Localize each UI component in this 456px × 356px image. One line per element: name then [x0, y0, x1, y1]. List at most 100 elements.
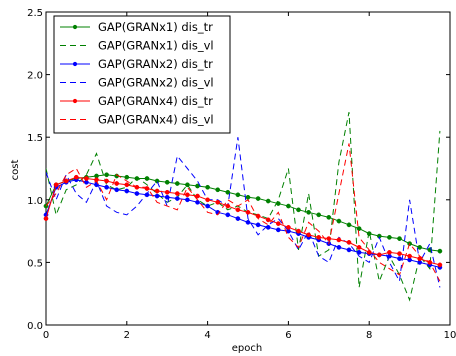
- data-point: [43, 216, 49, 221]
- series-lines: [43, 112, 443, 302]
- legend: GAP(GRANx1) dis_tr GAP(GRANx1) dis_vl GAP(…: [53, 15, 231, 134]
- data-point: [53, 182, 59, 188]
- data-point: [205, 197, 210, 203]
- series-line-4: [46, 137, 441, 288]
- data-point: [437, 262, 443, 268]
- data-point: [397, 251, 402, 256]
- data-point: [205, 203, 210, 209]
- data-point: [235, 207, 241, 213]
- data-point: [336, 237, 342, 243]
- data-point: [174, 181, 180, 186]
- y-tick-label: 2.5: [27, 8, 43, 19]
- data-point: [205, 184, 210, 190]
- data-point: [195, 199, 200, 205]
- data-point: [154, 188, 160, 194]
- legend-label: GAP(GRANx1) dis_tr: [98, 20, 213, 34]
- legend-label: GAP(GRANx4) dis_tr: [98, 94, 213, 108]
- x-tick-label: 10: [444, 330, 456, 341]
- data-point: [124, 174, 130, 180]
- data-point: [326, 214, 332, 220]
- data-point: [63, 178, 69, 184]
- data-point: [225, 212, 231, 218]
- legend-marker: [72, 98, 78, 104]
- data-point: [124, 182, 130, 188]
- data-point: [225, 189, 231, 195]
- data-point: [316, 235, 322, 240]
- data-point: [144, 192, 150, 198]
- data-point: [164, 179, 170, 185]
- data-point: [356, 245, 362, 250]
- series-line-6: [46, 143, 441, 282]
- legend-label: GAP(GRANx2) dis_vl: [98, 76, 214, 90]
- series-line-1: [46, 174, 440, 252]
- data-point: [265, 217, 271, 223]
- data-point: [84, 176, 89, 181]
- data-point: [346, 222, 352, 228]
- legend-marker: [72, 61, 78, 67]
- data-point: [225, 203, 231, 209]
- data-point: [255, 196, 261, 201]
- y-axis-label: cost: [10, 160, 21, 181]
- data-point: [255, 222, 261, 228]
- x-tick-label: 2: [124, 330, 130, 341]
- x-tick-label: 8: [366, 330, 372, 341]
- data-point: [407, 253, 412, 259]
- data-point: [356, 226, 362, 231]
- data-point: [73, 174, 79, 180]
- data-point: [124, 188, 130, 194]
- data-point: [376, 252, 382, 258]
- data-point: [104, 178, 109, 184]
- data-point: [215, 199, 221, 205]
- data-point: [235, 192, 241, 198]
- y-tick-label: 1.0: [27, 196, 43, 207]
- data-point: [245, 219, 251, 225]
- data-point: [346, 240, 352, 245]
- data-point: [265, 198, 271, 204]
- legend-label: GAP(GRANx1) dis_vl: [98, 39, 214, 53]
- data-point: [296, 207, 301, 213]
- legend-box: [53, 15, 231, 134]
- series-line-3: [46, 179, 441, 268]
- data-point: [286, 203, 291, 209]
- data-point: [316, 212, 322, 218]
- data-point: [336, 218, 342, 224]
- data-point: [174, 191, 180, 196]
- x-tick-label: 6: [285, 330, 291, 341]
- data-point: [195, 183, 200, 189]
- data-point: [397, 236, 402, 241]
- data-point: [356, 250, 362, 255]
- data-point: [275, 221, 281, 226]
- data-point: [417, 245, 423, 250]
- legend-marker: [72, 24, 78, 30]
- y-tick-label: 1.5: [27, 133, 43, 144]
- x-axis-label: epoch: [232, 343, 262, 354]
- data-point: [296, 228, 301, 234]
- y-tick-label: 0.5: [27, 258, 43, 269]
- y-tick-label: 0.0: [27, 321, 43, 332]
- data-point: [215, 187, 221, 193]
- data-point: [174, 196, 180, 201]
- data-point: [114, 181, 120, 186]
- data-point: [134, 191, 140, 196]
- data-point: [306, 232, 311, 238]
- data-point: [245, 194, 251, 200]
- data-point: [437, 248, 443, 254]
- axis-ticks: 0 2 4 6 8 10 0.0 0.5 1.0 1.5 2.0 2.5: [27, 8, 456, 341]
- data-point: [387, 250, 392, 255]
- y-tick-label: 2.0: [27, 71, 43, 82]
- data-point: [114, 187, 120, 193]
- legend-label: GAP(GRANx2) dis_tr: [98, 57, 213, 71]
- data-point: [185, 197, 190, 203]
- series-line-5: [46, 176, 441, 266]
- data-point: [397, 256, 402, 261]
- data-point: [275, 227, 281, 233]
- data-point: [104, 184, 109, 190]
- legend-label: GAP(GRANx4) dis_vl: [98, 113, 214, 127]
- x-tick-label: 4: [204, 330, 210, 341]
- data-point: [154, 178, 160, 184]
- data-point: [235, 216, 241, 221]
- data-point: [104, 172, 109, 178]
- data-point: [144, 176, 150, 181]
- x-tick-label: 0: [43, 330, 49, 341]
- data-point: [185, 192, 190, 198]
